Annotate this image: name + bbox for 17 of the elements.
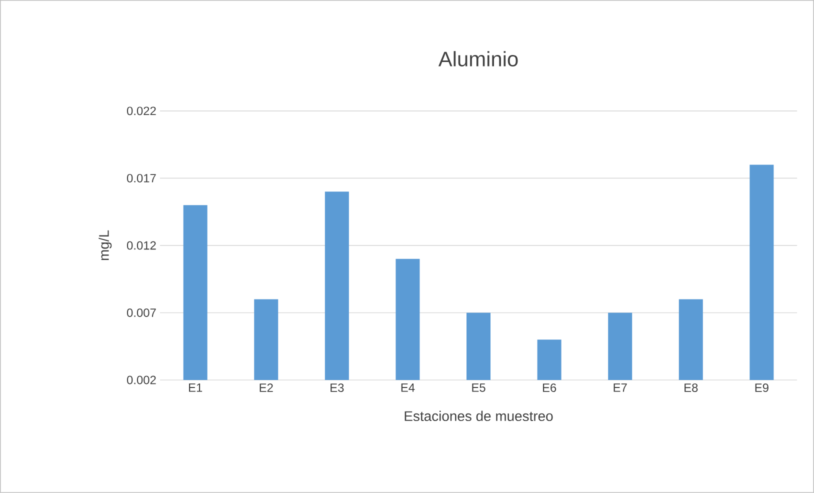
x-tick-label: E5 — [472, 384, 486, 392]
y-tick-label: 0.002 — [126, 376, 156, 384]
y-tick-label: 0.012 — [126, 241, 156, 250]
y-tick-label: 0.007 — [126, 308, 156, 317]
x-tick-label: E1 — [189, 384, 202, 392]
x-axis-title: Estaciones de muestreo — [404, 410, 553, 422]
x-tick-label: E8 — [684, 384, 698, 392]
x-tick-label: E7 — [614, 384, 627, 392]
x-tick-label: E6 — [542, 384, 556, 392]
x-tick-label: E2 — [260, 384, 273, 392]
y-tick-label: 0.022 — [126, 106, 156, 116]
y-tick-label: 0.017 — [126, 174, 156, 182]
x-tick-label: E9 — [755, 384, 768, 392]
x-tick-label: E4 — [401, 384, 415, 392]
y-axis-title: mg/L — [98, 230, 112, 260]
x-tick-label: E3 — [330, 384, 344, 392]
chart-title: Aluminio — [438, 51, 518, 66]
